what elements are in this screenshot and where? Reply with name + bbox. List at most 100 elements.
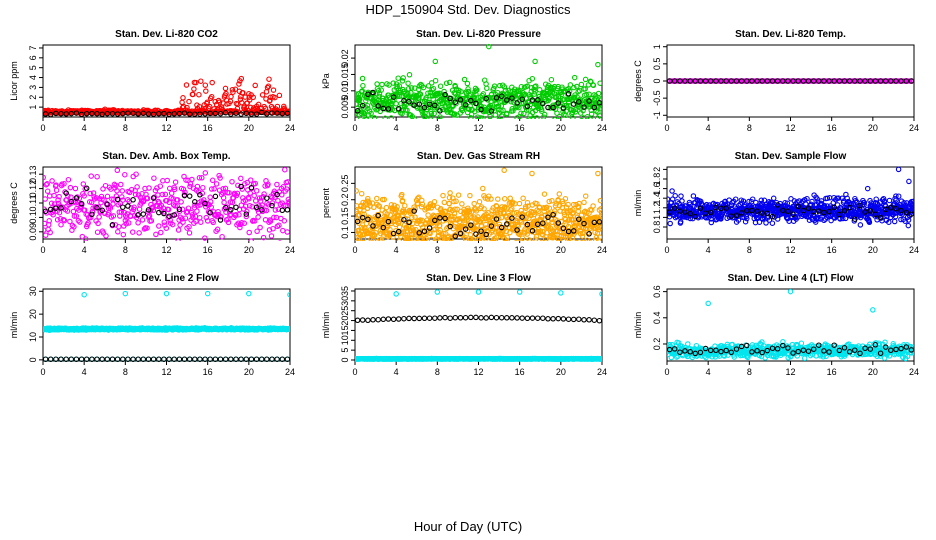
- data-point: [667, 220, 673, 227]
- data-point: [258, 207, 265, 213]
- data-point: [546, 205, 553, 211]
- data-point: [578, 81, 585, 88]
- y-tick-label: -1: [652, 111, 662, 119]
- data-point: [770, 195, 777, 202]
- data-point: [71, 213, 78, 219]
- data-point: [241, 220, 248, 227]
- data-point: [570, 207, 576, 213]
- data-point: [73, 213, 80, 219]
- data-point: [599, 214, 602, 221]
- data-point: [774, 202, 781, 208]
- data-point: [125, 356, 131, 362]
- data-point: [166, 199, 172, 206]
- data-point: [265, 181, 271, 188]
- data-point: [406, 98, 412, 105]
- data-point: [566, 88, 573, 94]
- data-point: [488, 108, 495, 114]
- data-point: [210, 219, 216, 226]
- data-point: [360, 109, 367, 116]
- data-point: [598, 105, 602, 111]
- data-point: [579, 240, 584, 241]
- data-point: [398, 100, 404, 107]
- data-point: [197, 111, 203, 117]
- data-point: [232, 109, 238, 115]
- data-point: [155, 192, 161, 198]
- data-point: [587, 255, 591, 259]
- data-point: [181, 192, 188, 199]
- data-point: [374, 81, 380, 87]
- data-point: [708, 219, 715, 226]
- data-point: [355, 218, 361, 225]
- data-point: [677, 78, 683, 84]
- data-point: [570, 201, 577, 208]
- data-point: [411, 243, 415, 247]
- data-point: [836, 211, 843, 218]
- data-point: [902, 218, 908, 224]
- data-point: [384, 211, 390, 217]
- data-point: [49, 178, 55, 184]
- data-point: [226, 190, 232, 196]
- data-point: [687, 78, 693, 84]
- data-point: [541, 246, 545, 250]
- data-point: [263, 89, 270, 95]
- data-point: [461, 242, 465, 246]
- data-point: [58, 205, 64, 211]
- data-point: [228, 356, 234, 362]
- data-point: [58, 356, 64, 362]
- data-point: [451, 198, 457, 205]
- data-point: [279, 110, 286, 117]
- data-point: [910, 206, 914, 212]
- data-point: [228, 93, 234, 100]
- data-point: [846, 204, 853, 211]
- data-point: [448, 213, 455, 220]
- data-point: [248, 356, 255, 362]
- x-tick-label: 20: [556, 367, 566, 377]
- x-tick-label: 20: [244, 123, 254, 133]
- data-point: [893, 205, 899, 212]
- data-point: [234, 222, 240, 228]
- data-point: [421, 104, 428, 111]
- y-tick-label: 0.13: [28, 165, 38, 183]
- data-point: [218, 213, 224, 220]
- data-point: [130, 356, 136, 362]
- data-point: [165, 206, 172, 213]
- y-tick-label: 4: [28, 75, 38, 80]
- data-point: [571, 84, 577, 91]
- data-point: [394, 204, 400, 210]
- data-point: [104, 110, 111, 117]
- data-point: [766, 217, 773, 223]
- data-point: [186, 193, 193, 199]
- data-point: [269, 110, 275, 116]
- data-point: [104, 193, 111, 200]
- data-point: [383, 204, 390, 211]
- data-point: [225, 219, 232, 226]
- data-point: [867, 78, 874, 84]
- data-point: [197, 356, 203, 362]
- data-point: [47, 356, 54, 362]
- data-point: [408, 85, 415, 91]
- data-point: [530, 116, 537, 119]
- data-point: [390, 94, 397, 100]
- data-point: [382, 115, 388, 119]
- data-point: [118, 209, 125, 215]
- data-point: [846, 78, 853, 84]
- data-point: [156, 356, 162, 362]
- data-point: [540, 220, 546, 226]
- data-point: [893, 78, 899, 84]
- y-axis-label: ml/min: [321, 312, 331, 339]
- data-point: [813, 78, 819, 84]
- data-point: [806, 217, 813, 223]
- x-tick-label: 4: [394, 245, 399, 255]
- data-point: [546, 198, 552, 205]
- data-point: [385, 106, 392, 112]
- data-point: [501, 84, 508, 90]
- data-point: [475, 117, 481, 119]
- data-point: [145, 111, 152, 117]
- data-point: [689, 78, 696, 84]
- data-point: [371, 204, 377, 211]
- data-point: [572, 109, 579, 115]
- data-point: [43, 196, 48, 202]
- data-point: [145, 356, 152, 362]
- data-point: [518, 238, 525, 241]
- data-point: [549, 197, 555, 204]
